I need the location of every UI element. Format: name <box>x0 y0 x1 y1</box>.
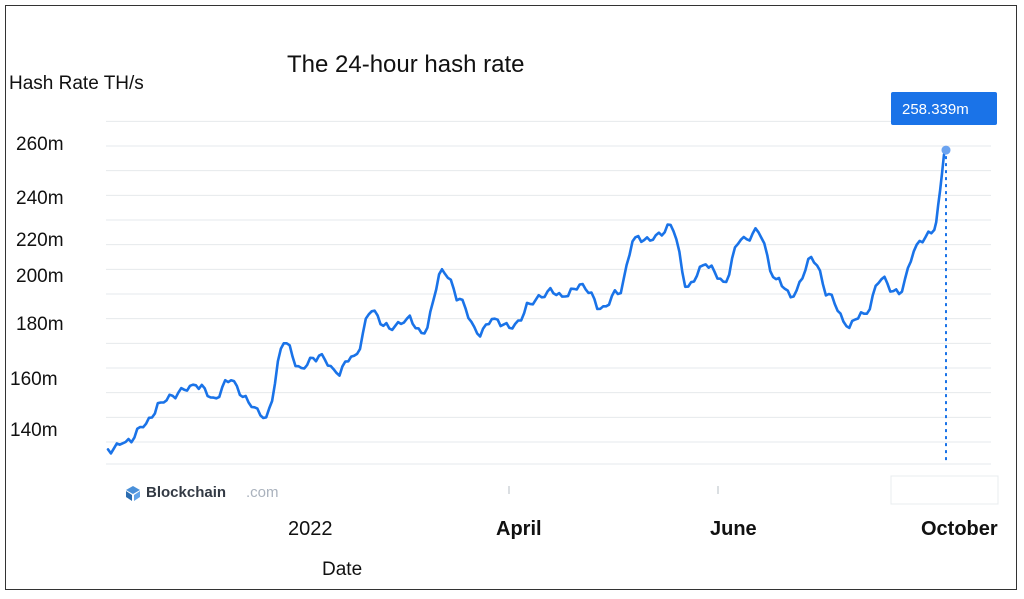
blockchain-logo-icon <box>126 486 140 501</box>
tooltip-value: 258.339m <box>902 101 969 118</box>
y-tick-label: 180m <box>16 314 64 335</box>
hash-rate-chart: The 24-hour hash rate Hash Rate TH/s 260… <box>9 51 999 580</box>
x-tick-label: April <box>496 518 542 540</box>
value-tooltip: 258.339m <box>891 92 997 125</box>
series-line <box>106 148 948 455</box>
y-tick-label: 240m <box>16 188 64 209</box>
watermark-brand: Blockchain <box>146 484 226 501</box>
range-strip <box>890 475 999 505</box>
x-tick-label: June <box>710 518 757 540</box>
x-tick-label: October <box>921 518 998 540</box>
x-tick-label: 2022 <box>288 518 333 540</box>
chart-title: The 24-hour hash rate <box>287 51 524 78</box>
watermark-suffix: .com <box>246 484 279 501</box>
y-tick-label: 200m <box>16 266 64 287</box>
y-tick-label: 160m <box>10 369 58 390</box>
chart-frame: The 24-hour hash rate Hash Rate TH/s 260… <box>5 5 1017 590</box>
y-tick-label: 260m <box>16 134 64 155</box>
gridlines <box>106 120 991 465</box>
y-axis-label: Hash Rate TH/s <box>9 73 144 94</box>
tooltip-background <box>891 92 997 125</box>
y-axis-ticks: 260m 240m 220m 200m 180m 160m 140m <box>10 134 64 441</box>
x-axis-label: Date <box>322 559 362 580</box>
x-axis-ticks: 2022 April June October <box>288 518 998 540</box>
y-tick-label: 220m <box>16 230 64 251</box>
blockchain-watermark: Blockchain .com <box>126 484 279 501</box>
y-tick-label: 140m <box>10 420 58 441</box>
latest-data-point[interactable] <box>941 145 951 155</box>
